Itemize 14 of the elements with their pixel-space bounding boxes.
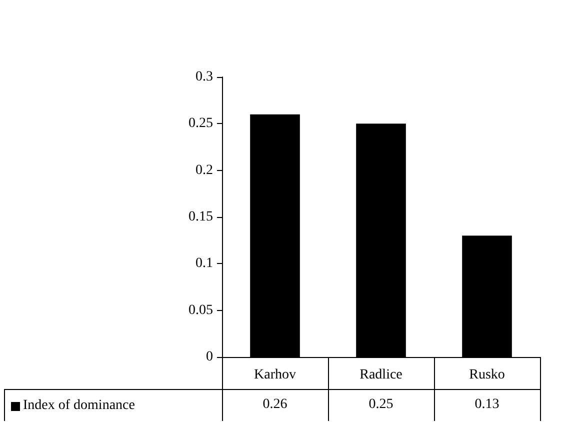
x-tick-label: Radlice <box>360 368 402 382</box>
y-tick-label: 0 <box>206 350 213 364</box>
y-tick-label: 0.2 <box>196 162 213 178</box>
y-tick-label: 0.25 <box>188 116 213 132</box>
y-tick-label: 0.1 <box>196 256 213 272</box>
data-label: 0.13 <box>474 397 500 413</box>
x-tick-label: Rusko <box>469 368 505 382</box>
y-tick-label: 0.15 <box>188 210 213 224</box>
legend-label: Index of dominance <box>23 398 135 414</box>
data-label: 0.26 <box>262 397 288 413</box>
data-label: 0.25 <box>368 397 394 413</box>
x-tick-label: Karhov <box>254 368 296 382</box>
y-tick-label: 0.3 <box>196 70 213 84</box>
y-tick-label: 0.05 <box>188 302 213 318</box>
